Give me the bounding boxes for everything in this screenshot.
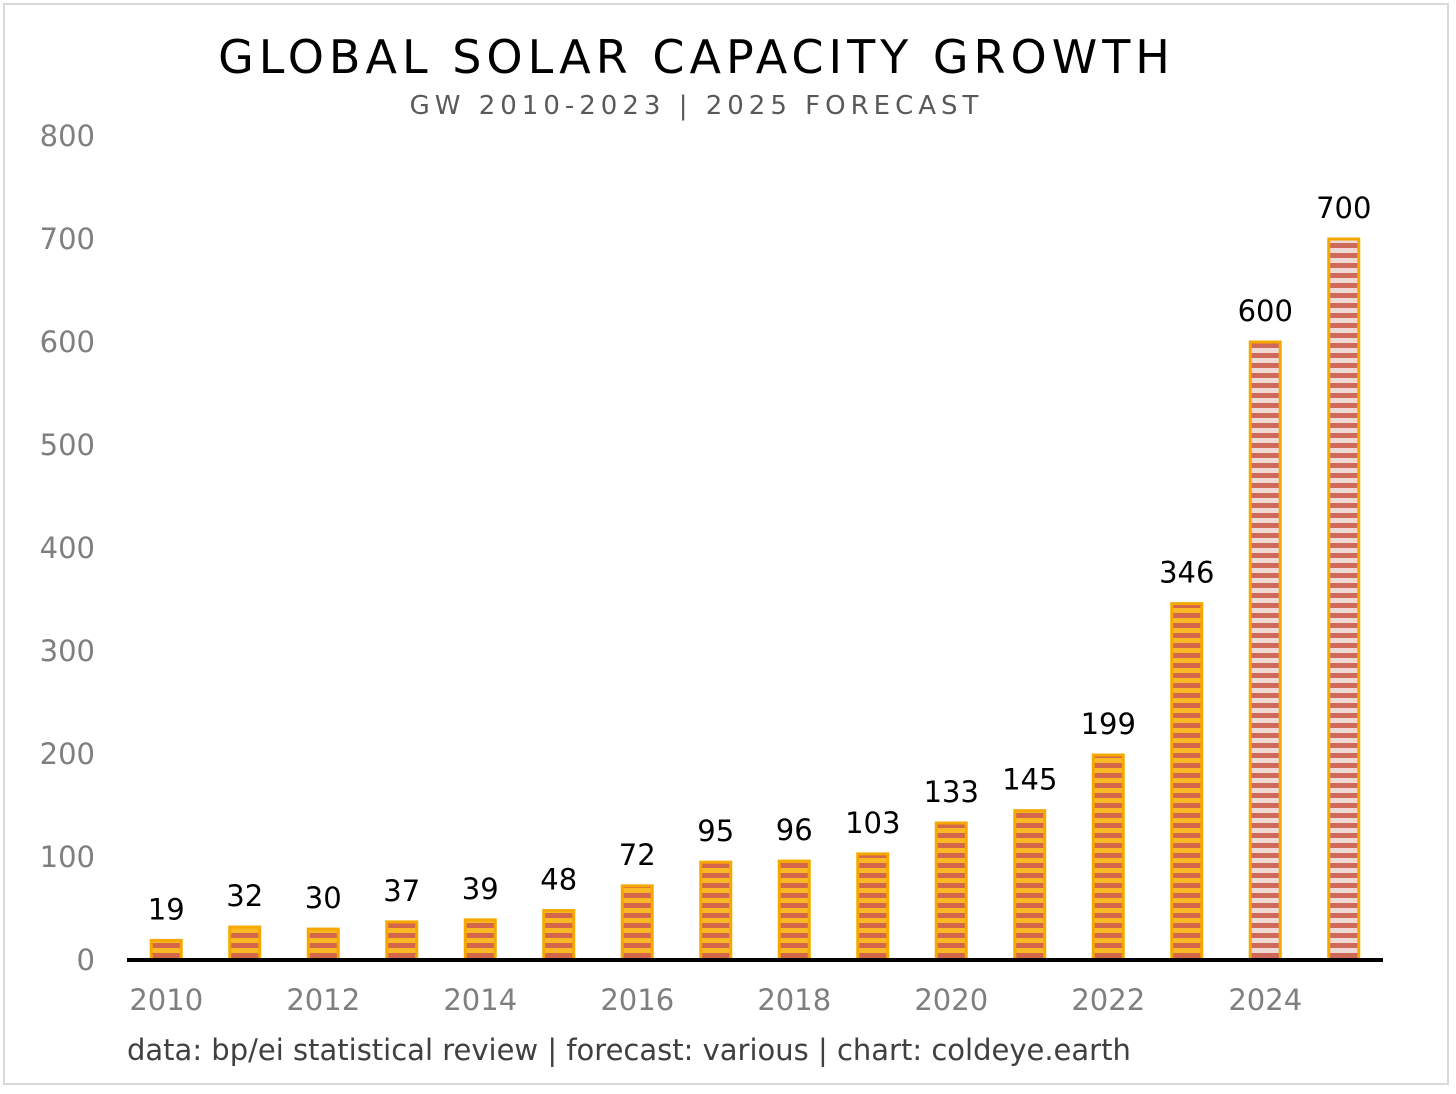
bar-2010 [149,938,183,962]
data-label-2021: 145 [1002,763,1057,797]
data-label-2013: 37 [383,874,420,908]
x-tick-label: 2016 [600,983,674,1017]
bar-2016 [620,884,654,962]
bar-2013 [385,920,419,962]
chart-title: GLOBAL SOLAR CAPACITY GROWTH [218,30,1175,84]
x-tick-label: 2022 [1071,983,1145,1017]
bars [149,237,1361,962]
y-tick-label: 100 [40,840,95,874]
data-label-2010: 19 [148,892,185,926]
data-label-2023: 346 [1159,556,1214,590]
bar-2023 [1170,602,1204,962]
x-tick-label: 2020 [914,983,988,1017]
data-label-2016: 72 [619,838,656,872]
chart-subtitle: GW 2010-2023 | 2025 FORECAST [409,91,984,121]
bar-2015 [542,909,576,962]
bar-2019 [856,852,890,962]
bar-2014 [463,918,497,962]
y-tick-label: 800 [40,119,95,153]
y-tick-label: 500 [40,428,95,462]
x-tick-label: 2018 [757,983,831,1017]
data-label-2012: 30 [305,881,342,915]
y-tick-label: 400 [40,531,95,565]
data-label-2018: 96 [776,813,813,847]
y-tick-label: 600 [40,325,95,359]
bar-2022 [1091,753,1125,962]
x-tick-label: 2014 [443,983,517,1017]
data-label-2019: 103 [845,806,900,840]
x-tick-label: 2012 [286,983,360,1017]
chart-source: data: bp/ei statistical review | forecas… [127,1033,1131,1067]
bar-2024 [1248,340,1282,962]
data-labels: 19 32 30 37 39 48 72 95 96 103 133 145 199 346 600 700 [148,191,1372,926]
x-tick-label: 2010 [129,983,203,1017]
data-label-2011: 32 [226,879,263,913]
data-label-2017: 95 [697,814,734,848]
chart-frame [3,3,1449,1085]
data-label-2025: 700 [1316,191,1371,225]
x-tick-label: 2024 [1228,983,1302,1017]
bar-2020 [934,821,968,962]
y-tick-label: 200 [40,737,95,771]
bar-2012 [306,927,340,962]
y-tick-label: 0 [77,943,95,977]
bar-2025 [1327,237,1361,962]
x-axis-ticks: 2010 2012 2014 2016 2018 2020 2022 2024 [129,983,1302,1017]
data-label-2024: 600 [1238,294,1293,328]
bar-2017 [699,860,733,962]
y-axis-ticks: 0 100 200 300 400 500 600 700 800 [40,119,95,977]
data-label-2020: 133 [924,775,979,809]
y-tick-label: 700 [40,222,95,256]
data-label-2014: 39 [462,872,499,906]
y-tick-label: 300 [40,634,95,668]
data-label-2022: 199 [1081,707,1136,741]
bar-2011 [228,925,262,962]
bar-2018 [777,859,811,962]
bar-2021 [1013,809,1047,962]
data-label-2015: 48 [540,863,577,897]
